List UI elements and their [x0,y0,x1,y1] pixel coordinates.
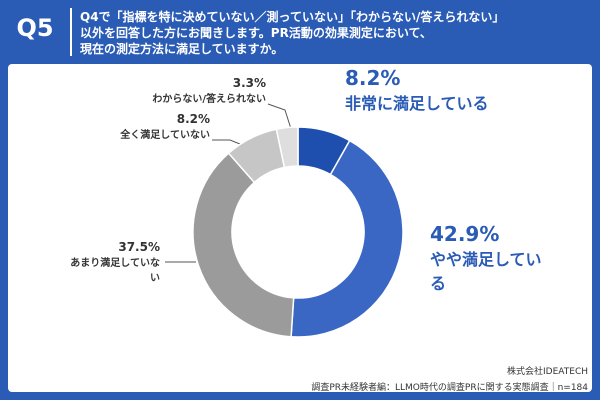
slice-label: 42.9% やや満足している [430,222,555,294]
title-line: 以外を回答した方にお聞きします。PR活動の効果測定において、 [80,26,432,40]
slice-label: 8.2% 全く満足していない [90,112,210,141]
chart-title: Q4で「指標を特に決めていない／測っていない」「わからない/答えられない」 以外を… [80,9,504,57]
question-label: Q5 [16,14,54,42]
category-label: あまり満足していない [70,258,160,284]
slice-label: 3.3% わからない/答えられない [100,76,266,105]
value-label: 42.9% [430,222,500,246]
pie-slice [275,126,299,169]
pie-slice [192,152,295,338]
category-label: 非常に満足している [345,94,489,113]
pie-slice [290,139,404,338]
category-label: やや満足している [430,250,542,293]
title-line: Q4で「指標を特に決めていない／測っていない」「わからない/答えられない」 [80,10,505,24]
value-label: 3.3% [232,76,266,90]
value-label: 8.2% [345,66,401,90]
value-label: 37.5% [118,240,160,254]
leader-line [267,103,293,133]
category-label: 全く満足していない [120,130,210,141]
slice-label: 37.5% あまり満足していない [65,240,160,284]
slice-label: 8.2% 非常に満足している [345,66,545,114]
value-label: 8.2% [176,112,210,126]
divider [70,8,72,56]
category-label: わからない/答えられない [152,94,266,105]
footer: 調査PR未経験者編：LLMO時代の調査PRに関する実態調査｜n=184 [311,383,588,393]
footer: 株式会社IDEATECH [507,367,588,377]
title-line: 現在の測定方法に満足していますか。 [80,42,284,56]
